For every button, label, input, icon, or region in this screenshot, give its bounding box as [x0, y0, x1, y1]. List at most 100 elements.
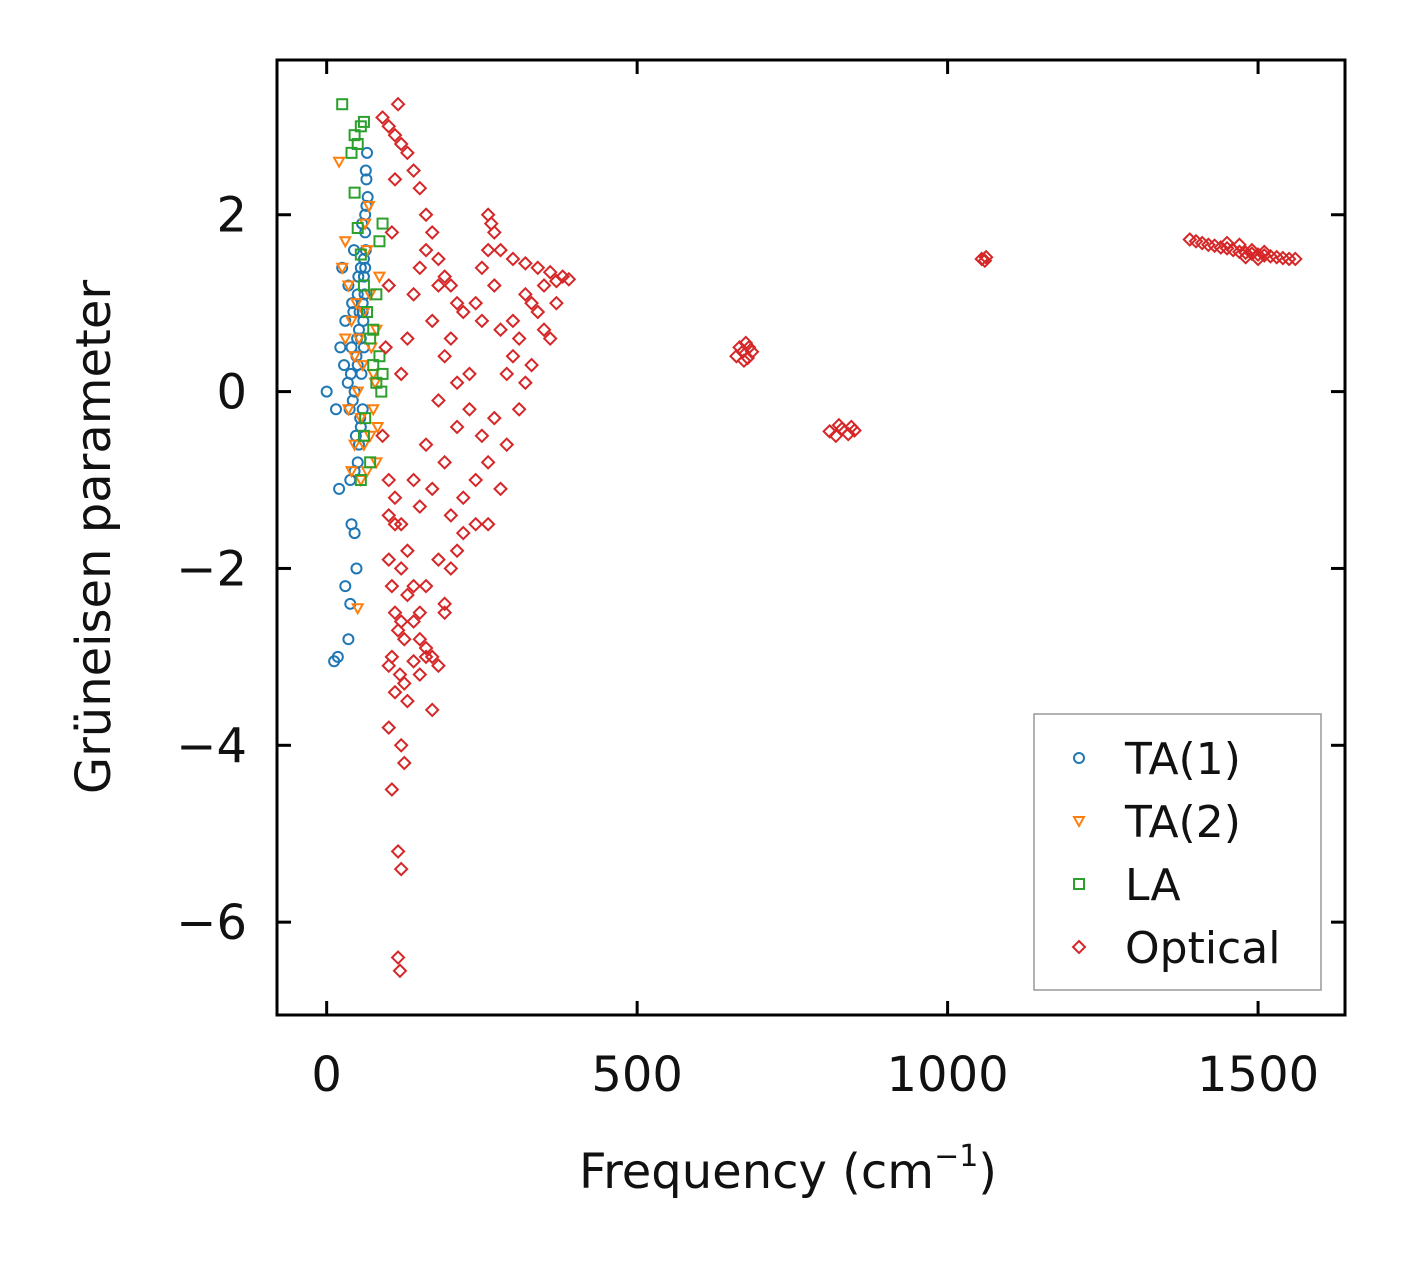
data-point	[424, 225, 440, 240]
data-point	[493, 322, 508, 338]
x-tick-label: 0	[311, 1047, 342, 1103]
data-point	[390, 950, 406, 965]
data-point	[341, 404, 356, 417]
data-point	[376, 217, 389, 230]
data-point	[338, 333, 353, 346]
data-point	[468, 472, 484, 488]
data-point	[437, 454, 453, 470]
data-point	[549, 295, 564, 311]
data-point	[381, 658, 397, 674]
data-point	[390, 96, 406, 112]
data-point	[517, 255, 533, 271]
data-point	[406, 286, 422, 302]
data-point	[387, 516, 403, 532]
data-point	[424, 649, 440, 665]
data-point	[390, 843, 406, 859]
data-point	[744, 344, 760, 360]
data-point	[357, 429, 370, 442]
data-point	[393, 737, 409, 753]
data-point	[412, 260, 428, 276]
data-point	[517, 375, 533, 391]
data-point	[387, 490, 403, 506]
data-point	[367, 359, 380, 372]
data-point	[334, 341, 347, 354]
legend-marker	[1073, 878, 1085, 890]
data-point	[338, 236, 353, 249]
data-point	[517, 286, 533, 302]
data-point	[462, 401, 477, 417]
data-point	[486, 225, 502, 240]
data-point	[399, 587, 415, 603]
data-point	[341, 280, 356, 293]
data-point	[347, 351, 362, 364]
data-point	[474, 428, 490, 444]
data-point	[1287, 251, 1303, 267]
data-point	[1250, 251, 1266, 267]
data-point	[480, 454, 496, 470]
data-point	[363, 289, 377, 302]
data-point	[381, 507, 397, 523]
data-point	[359, 164, 372, 177]
data-point	[406, 163, 422, 178]
data-point	[399, 331, 415, 346]
data-point	[524, 357, 539, 373]
data-point	[381, 720, 397, 736]
data-point	[412, 631, 428, 647]
data-point	[418, 578, 434, 594]
data-point	[387, 127, 403, 143]
data-point	[357, 279, 370, 292]
data-point	[443, 331, 459, 346]
data-point	[1219, 235, 1235, 251]
data-point	[561, 271, 577, 287]
data-point	[468, 295, 484, 311]
data-point	[406, 614, 422, 629]
data-point	[329, 403, 342, 416]
data-point	[384, 782, 400, 797]
data-point	[393, 136, 409, 152]
data-point	[375, 428, 390, 444]
data-point	[437, 596, 453, 612]
data-point	[493, 242, 508, 258]
data-point	[822, 423, 838, 439]
data-point	[530, 260, 546, 276]
data-point	[449, 295, 465, 311]
legend-entries: TA(1) TA(2) LA Optical	[1071, 734, 1280, 974]
data-point	[344, 367, 357, 380]
data-point	[390, 622, 406, 638]
data-point	[424, 313, 440, 329]
data-point	[366, 404, 380, 417]
data-point	[511, 401, 527, 417]
data-point	[399, 693, 415, 709]
data-point	[320, 385, 333, 398]
data-point	[399, 145, 415, 161]
data-point	[348, 527, 361, 540]
data-point	[354, 474, 367, 487]
data-point	[351, 386, 365, 399]
data-point	[381, 118, 397, 134]
data-point	[843, 419, 859, 435]
data-point	[384, 225, 400, 240]
series-ta-2	[332, 156, 387, 616]
data-point	[424, 702, 440, 718]
data-point	[978, 249, 994, 265]
data-point	[393, 561, 409, 576]
y-tick-label: −2	[176, 541, 247, 597]
data-point	[536, 322, 552, 338]
data-point	[449, 419, 465, 435]
data-point	[375, 110, 390, 125]
data-point	[524, 295, 539, 311]
y-tick-label: 2	[216, 188, 247, 244]
data-point	[381, 472, 397, 488]
data-point	[483, 216, 499, 232]
data-point	[499, 437, 515, 453]
data-point	[378, 339, 394, 355]
data-point	[499, 366, 515, 382]
data-point	[406, 653, 422, 669]
data-point	[354, 248, 367, 261]
data-point	[359, 412, 372, 425]
data-point	[455, 304, 471, 320]
data-point	[462, 366, 477, 382]
data-point	[364, 456, 377, 469]
data-point	[431, 278, 446, 293]
